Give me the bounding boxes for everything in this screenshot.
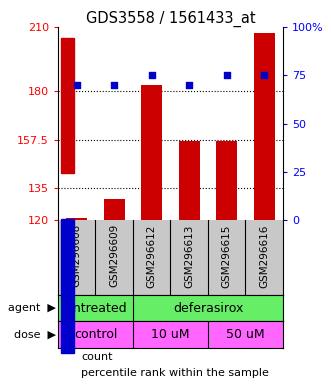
Text: dose  ▶: dose ▶ [14,329,56,339]
Text: GSM296612: GSM296612 [147,224,157,288]
Point [187,82,192,88]
Text: GSM296615: GSM296615 [222,224,232,288]
Text: untreated: untreated [65,302,126,315]
Bar [66,218,87,220]
Bar [104,199,124,220]
Point [261,72,267,78]
Text: count: count [81,352,113,362]
Text: 10 uM: 10 uM [151,328,190,341]
Text: GSM296609: GSM296609 [109,224,119,287]
Text: percentile rank within the sample: percentile rank within the sample [81,368,269,378]
Bar [216,141,237,220]
Point [112,82,117,88]
Text: GSM296608: GSM296608 [72,224,82,287]
Bar [141,85,162,220]
Text: 50 uM: 50 uM [226,328,265,341]
Text: agent  ▶: agent ▶ [8,303,56,313]
Text: GSM296613: GSM296613 [184,224,194,288]
Bar [61,38,74,173]
Bar [179,141,200,220]
Point [224,72,229,78]
Text: control: control [74,328,117,341]
Bar [254,33,274,220]
Point [149,72,154,78]
Text: GSM296616: GSM296616 [259,224,269,288]
Text: deferasirox: deferasirox [173,302,243,315]
Point [74,82,79,88]
Bar [61,219,74,353]
Title: GDS3558 / 1561433_at: GDS3558 / 1561433_at [86,11,255,27]
